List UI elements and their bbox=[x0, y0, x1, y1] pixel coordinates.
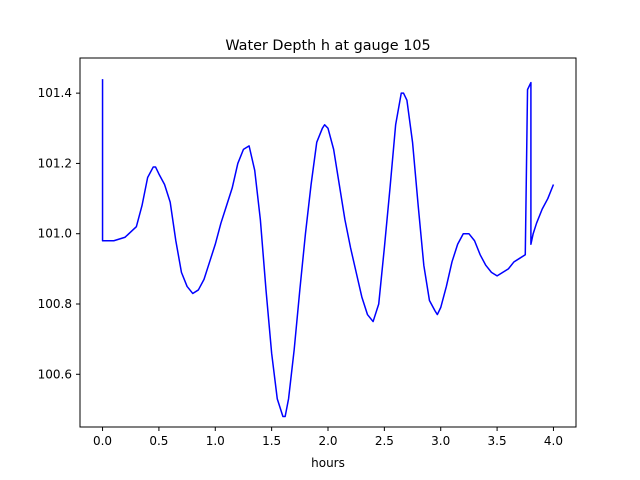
series-line-0 bbox=[101, 79, 555, 418]
x-tick-label: 2.0 bbox=[318, 434, 337, 448]
y-tick-label: 101.4 bbox=[38, 86, 72, 100]
x-tick-label: 3.0 bbox=[431, 434, 450, 448]
x-tick-label: 4.0 bbox=[544, 434, 563, 448]
y-tick-label: 101.2 bbox=[38, 156, 72, 170]
x-tick-label: 0.5 bbox=[149, 434, 168, 448]
x-axis-ticks: 0.0 0.5 1.0 1.5 2.0 2.5 3.0 3.5 4.0 bbox=[93, 427, 563, 448]
y-tick-label: 101.0 bbox=[38, 227, 72, 241]
x-tick-label: 1.5 bbox=[262, 434, 281, 448]
x-tick-label: 2.5 bbox=[375, 434, 394, 448]
x-tick-label: 3.5 bbox=[488, 434, 507, 448]
x-axis-label: hours bbox=[311, 456, 345, 470]
plot-area bbox=[101, 79, 555, 418]
y-tick-label: 100.8 bbox=[38, 297, 72, 311]
x-tick-label: 1.0 bbox=[206, 434, 225, 448]
x-tick-label: 0.0 bbox=[93, 434, 112, 448]
y-axis-ticks: 100.6 100.8 101.0 101.2 101.4 bbox=[38, 86, 80, 381]
y-tick-label: 100.6 bbox=[38, 367, 72, 381]
chart-title: Water Depth h at gauge 105 bbox=[225, 38, 430, 54]
